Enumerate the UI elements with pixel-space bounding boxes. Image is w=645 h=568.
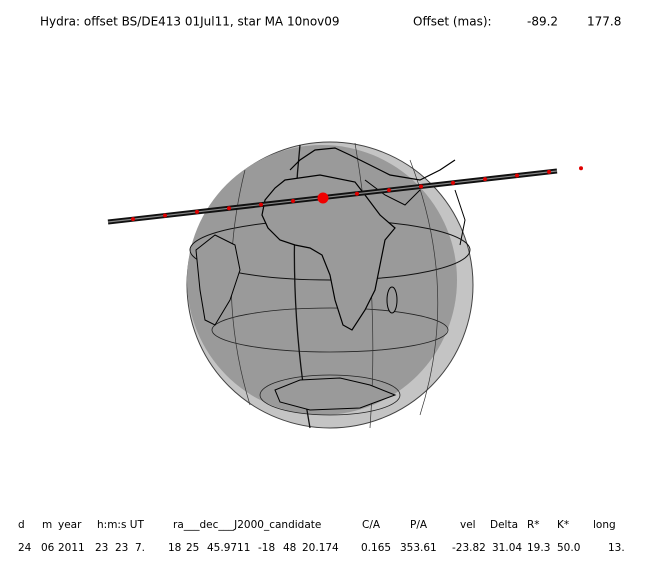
track-dot: [451, 180, 455, 185]
track-dot: [259, 202, 263, 207]
globe: [186, 141, 474, 429]
track-dot: [355, 191, 359, 196]
column-header: R*: [527, 519, 540, 531]
track-dot: [515, 173, 519, 178]
column-header: ra___dec___J2000_candidate: [173, 519, 321, 531]
column-header: vel: [460, 519, 476, 531]
cell: -23.82: [452, 542, 486, 554]
offset-value: 177.8: [587, 15, 621, 29]
track-dot: [195, 209, 199, 214]
title: Hydra: offset BS/DE413 01Jul11, star MA …: [40, 15, 340, 29]
cell: 45.9711: [207, 542, 250, 554]
cell: -18: [258, 542, 275, 554]
column-header: P/A: [410, 519, 428, 531]
cell: 13.: [608, 542, 625, 554]
cell: 20.174: [302, 542, 339, 554]
column-header: C/A: [362, 519, 381, 531]
star-position: [317, 192, 329, 204]
track-dot: [547, 169, 551, 174]
cell: 7.: [135, 542, 145, 554]
cell: 06: [41, 542, 55, 554]
track-dot: [579, 166, 583, 171]
cell: 23: [115, 542, 128, 554]
column-header: d: [18, 519, 25, 531]
offset-label: Offset (mas):: [413, 15, 492, 29]
cell: 25: [186, 542, 199, 554]
column-header: year: [58, 519, 82, 531]
occultation-track: [107, 166, 583, 225]
column-header: m: [42, 519, 52, 531]
column-header: Delta: [490, 519, 518, 531]
track-dot: [291, 198, 295, 203]
cell: 0.165: [361, 542, 391, 554]
cell: 48: [283, 542, 296, 554]
track-dot: [483, 177, 487, 182]
track-dot: [131, 217, 135, 222]
cell: 31.04: [492, 542, 522, 554]
cell: 18: [168, 542, 181, 554]
track-dot: [163, 213, 167, 218]
cell: 23: [95, 542, 108, 554]
offset-value: -89.2: [527, 15, 558, 29]
cell: 50.0: [557, 542, 580, 554]
cell: 353.61: [400, 542, 437, 554]
cell: 2011: [58, 542, 85, 554]
column-header: h:m:s UT: [97, 519, 144, 531]
cell: 19.3: [527, 542, 550, 554]
track-dot: [387, 188, 391, 193]
column-header: long: [593, 519, 616, 531]
cell: 24: [18, 542, 32, 554]
track-dot: [227, 206, 231, 211]
column-header: K*: [557, 519, 569, 531]
track-dot: [419, 184, 423, 189]
